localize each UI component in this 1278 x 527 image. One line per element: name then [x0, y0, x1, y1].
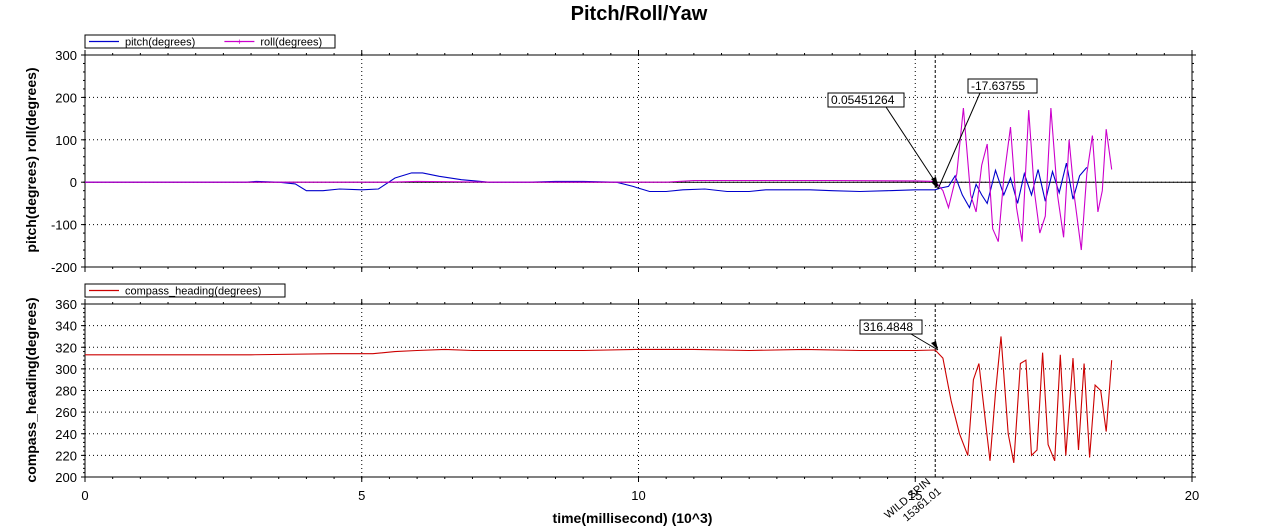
annotation-arrowhead	[931, 341, 938, 350]
legend-label: compass_heading(degrees)	[125, 286, 261, 298]
annotation-text: 316.4848	[863, 320, 913, 334]
series-layer	[85, 107, 1113, 251]
y-tick-label: 340	[55, 319, 77, 334]
legend-label: pitch(degrees)	[125, 37, 195, 49]
annotation-arrow-line	[910, 333, 939, 351]
legend-box	[84, 283, 286, 298]
y-tick-label: -100	[51, 218, 77, 233]
y-tick-label: -200	[51, 260, 77, 275]
y-tick-label: 240	[55, 427, 77, 442]
series-line-2	[85, 107, 1113, 251]
panel-2: 200 220 240 260 280 300 320 340 360 0 5 10 15 20 compa…	[23, 283, 1199, 526]
chart-title: Pitch/Roll/Yaw	[570, 3, 708, 25]
series-line-1	[85, 162, 1088, 210]
legend: compass_heading(degrees)	[84, 283, 286, 298]
y-tick-label: 220	[55, 448, 77, 463]
y-tick-label: 260	[55, 405, 77, 420]
series-line-1	[85, 336, 1113, 464]
x-tick-label: 5	[358, 488, 365, 503]
annotation-text: -17.63755	[971, 79, 1025, 93]
x-tick-label: 10	[631, 488, 645, 503]
annotation: -17.63755	[931, 78, 1038, 190]
legend-label: roll(degrees)	[260, 37, 322, 49]
series-layer	[85, 336, 1113, 464]
legend-box	[84, 34, 336, 49]
x-axis-label: time(millisecond) (10^3)	[553, 510, 713, 526]
y-tick-label: 100	[55, 133, 77, 148]
x-tick-label: 20	[1185, 488, 1199, 503]
legend-swatch-marker: +	[237, 37, 242, 47]
annotation-box	[859, 319, 923, 335]
y-tick-label: 320	[55, 340, 77, 355]
annotation: 316.4848	[859, 319, 939, 351]
annotation-arrow-line	[885, 106, 939, 187]
annotation-text: 0.05451264	[831, 93, 895, 107]
y-tick-label: 200	[55, 90, 77, 105]
y-tick-label: 300	[55, 362, 77, 377]
legend: pitch(degrees) + roll(degrees)	[84, 34, 336, 49]
panel-1: -200 -100 0 100 200 300 pitch(degrees) roll(de…	[23, 34, 1196, 275]
annotation-arrowhead	[931, 180, 938, 189]
y-tick-label: 300	[55, 48, 77, 63]
x-tick-label: 0	[81, 488, 88, 503]
annotation-box	[827, 92, 905, 108]
y-axis-label: compass_heading(degrees)	[23, 297, 39, 482]
y-tick-label: 200	[55, 470, 77, 485]
annotation-arrow-line	[937, 92, 981, 190]
y-tick-label: 280	[55, 384, 77, 399]
x-tick-label: 15	[908, 488, 922, 503]
annotation-box	[967, 78, 1038, 94]
y-tick-label: 0	[70, 175, 77, 190]
y-axis-label: pitch(degrees) roll(degrees)	[23, 67, 39, 252]
y-tick-label: 360	[55, 297, 77, 312]
